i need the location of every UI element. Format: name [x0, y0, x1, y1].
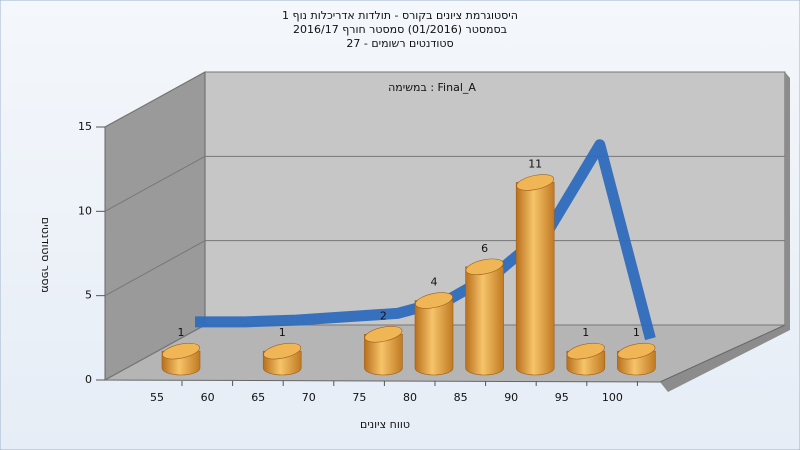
bar [515, 174, 555, 376]
grid-line [104, 240, 785, 297]
data-label: 1 [178, 326, 185, 339]
x-tick-label: 100 [602, 391, 623, 404]
x-tick-label: 90 [504, 391, 518, 404]
y-tick-label: 10 [78, 204, 92, 217]
subtitle: בסמסטר (01/2016) סמסטר חורף 2016/17 [293, 23, 507, 36]
chart-title: היסטוגרמת ציונים בקורס - תולדות אדריכלות… [282, 9, 518, 22]
x-tick-label: 80 [403, 391, 417, 404]
bar [414, 292, 454, 376]
x-tick-label: 55 [150, 391, 164, 404]
bar [617, 342, 656, 376]
data-label: 4 [431, 276, 438, 289]
bar [465, 258, 504, 376]
data-label: 1 [633, 326, 640, 339]
x-tick-label: 85 [454, 391, 468, 404]
x-tick-label: 95 [555, 391, 569, 404]
y-axis-label: מספר סטודנטים [39, 217, 52, 293]
data-label: 2 [380, 309, 387, 322]
y-tick-label: 5 [85, 289, 92, 302]
data-label: 11 [528, 157, 542, 170]
x-tick-label: 65 [251, 391, 265, 404]
data-label: 1 [279, 326, 286, 339]
y-tick-label: 15 [78, 120, 92, 133]
x-tick-label: 75 [352, 391, 366, 404]
annotation: במשימה : Final_A [388, 81, 476, 94]
grid-line [104, 71, 785, 128]
bar [262, 342, 302, 376]
bar [161, 342, 201, 376]
data-label: 6 [481, 242, 488, 255]
y-tick-label: 0 [85, 373, 92, 386]
x-tick-label: 60 [201, 391, 215, 404]
x-tick-label: 70 [302, 391, 316, 404]
data-label: 1 [582, 326, 589, 339]
x-axis-label: טווח ציונים [360, 418, 410, 431]
subtitle: סטודנטים רשומים - 27 [346, 37, 453, 50]
bar [364, 326, 403, 376]
bar [566, 342, 606, 376]
